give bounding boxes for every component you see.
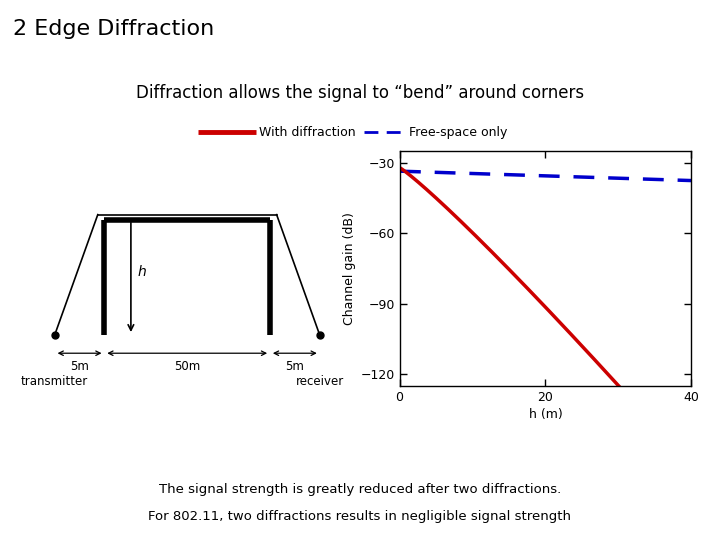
Text: 5m: 5m: [285, 360, 305, 373]
Text: Free-space only: Free-space only: [409, 126, 508, 139]
Text: The signal strength is greatly reduced after two diffractions.: The signal strength is greatly reduced a…: [159, 483, 561, 496]
Y-axis label: Channel gain (dB): Channel gain (dB): [343, 212, 356, 325]
Text: 50m: 50m: [174, 360, 200, 373]
Text: 2 Edge Diffraction: 2 Edge Diffraction: [13, 19, 215, 39]
Text: Diffraction allows the signal to “bend” around corners: Diffraction allows the signal to “bend” …: [136, 84, 584, 102]
Text: h: h: [138, 265, 146, 279]
Text: For 802.11, two diffractions results in negligible signal strength: For 802.11, two diffractions results in …: [148, 510, 572, 523]
Text: transmitter: transmitter: [21, 375, 89, 388]
Text: 5m: 5m: [70, 360, 89, 373]
X-axis label: h (m): h (m): [528, 408, 562, 421]
Text: With diffraction: With diffraction: [259, 126, 356, 139]
Text: receiver: receiver: [295, 375, 344, 388]
